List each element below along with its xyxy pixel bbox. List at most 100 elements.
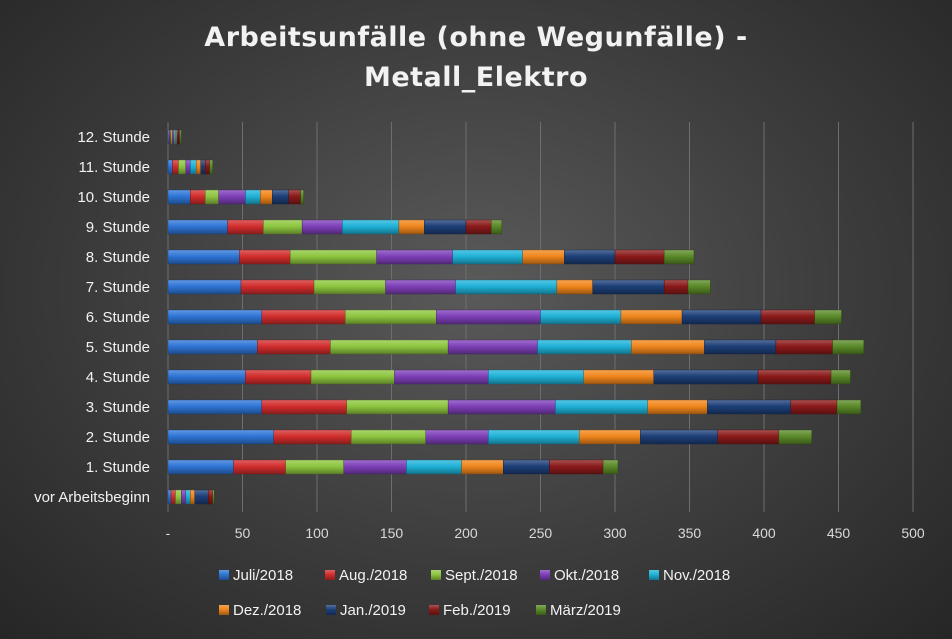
legend-label: Aug./2018 [339,567,407,584]
bar-segment [185,159,191,175]
bar-segment [814,309,842,325]
bar-segment [194,489,209,505]
bar-segment [663,279,689,295]
bar-segment [208,489,213,505]
bars [167,129,865,505]
bar-segment [555,399,648,415]
bar-segment [181,489,187,505]
bar-segment [301,219,343,235]
x-tick-label: 250 [529,525,553,541]
y-tick-label: 10. Stunde [77,189,150,206]
bar-segment [175,489,182,505]
bar-segment [757,369,832,385]
bar-segment [461,459,504,475]
bar-segment [310,369,395,385]
legend-swatch [219,605,229,615]
bar-segment [707,399,792,415]
bar-segment [503,459,550,475]
bar-segment [245,189,261,205]
bar-segment [178,129,181,145]
bar-segment [836,399,862,415]
x-tick-label: 350 [678,525,702,541]
bar-segment [167,219,228,235]
bar-segment [564,249,616,265]
bar-segment [345,309,437,325]
bar-segment [167,189,191,205]
y-tick-label: vor Arbeitsbeginn [34,489,150,506]
x-tick-label: 400 [752,525,776,541]
bar-segment [200,159,206,175]
bar-segment [172,129,175,145]
bar-segment [537,339,632,355]
bar-segment [167,399,263,415]
x-tick-label: 300 [603,525,627,541]
bar-segment [424,219,467,235]
bar-segment [245,369,312,385]
bar-segment [212,489,215,505]
bar-segment [179,129,182,145]
bar-segment [205,159,210,175]
x-tick-label: 150 [380,525,404,541]
bar-segment [620,309,683,325]
bar-segment [447,339,538,355]
y-tick-label: 7. Stunde [86,279,150,296]
bar-segment [167,489,172,505]
bar-segment [263,219,303,235]
bar-segment [406,459,462,475]
legend-label: Dez./2018 [233,602,301,619]
bar-segment [330,339,449,355]
bar-segment [167,159,173,175]
chart-title-line-2: Metall_Elektro [364,62,588,93]
y-axis-labels: 12. Stunde 11. Stunde 10. Stunde 9. Stunde 8… [34,129,150,506]
bar-segment [167,369,246,385]
legend-label: Okt./2018 [554,567,619,584]
bar-segment [465,219,492,235]
bar-segment [196,159,201,175]
bar-segment [285,459,345,475]
legend-swatch [540,570,550,580]
bar-segment [540,309,622,325]
legend-swatch [325,570,335,580]
bar-segment [169,129,172,145]
bar-segment [425,429,489,445]
bar-segment [452,249,523,265]
bar-segment [209,159,213,175]
bar-segment [167,459,234,475]
legend-swatch [326,605,336,615]
bar-segment [167,309,263,325]
x-tick-label: 450 [827,525,851,541]
y-tick-label: 2. Stunde [86,429,150,446]
x-tick-label: 200 [454,525,478,541]
bar-segment [261,309,346,325]
bar-segment [173,129,176,145]
bar-segment [300,189,304,205]
bar-segment [778,429,812,445]
x-tick-label: 500 [901,525,925,541]
bar-segment [260,189,273,205]
legend-label: März/2019 [550,602,621,619]
bar-segment [455,279,558,295]
bar-segment [218,189,246,205]
bar-segment [170,129,173,145]
bar-segment [288,189,301,205]
legend-label: Nov./2018 [663,567,730,584]
bar-segment [631,339,705,355]
bar-segment [687,279,711,295]
bar-segment [717,429,780,445]
bar-segment [830,369,851,385]
bar-segment [190,159,197,175]
bar-segment [185,489,191,505]
bar-segment [343,459,407,475]
bar-segment [239,249,291,265]
bar-segment [342,219,400,235]
y-tick-label: 8. Stunde [86,249,150,266]
bar-segment [385,279,456,295]
bar-segment [167,339,258,355]
bar-segment [257,339,331,355]
bar-segment [491,219,502,235]
bar-segment [556,279,593,295]
legend-swatch [431,570,441,580]
bar-segment [376,249,453,265]
legend: Juli/2018 Aug./2018 Sept./2018 Okt./2018 Nov… [219,567,730,619]
